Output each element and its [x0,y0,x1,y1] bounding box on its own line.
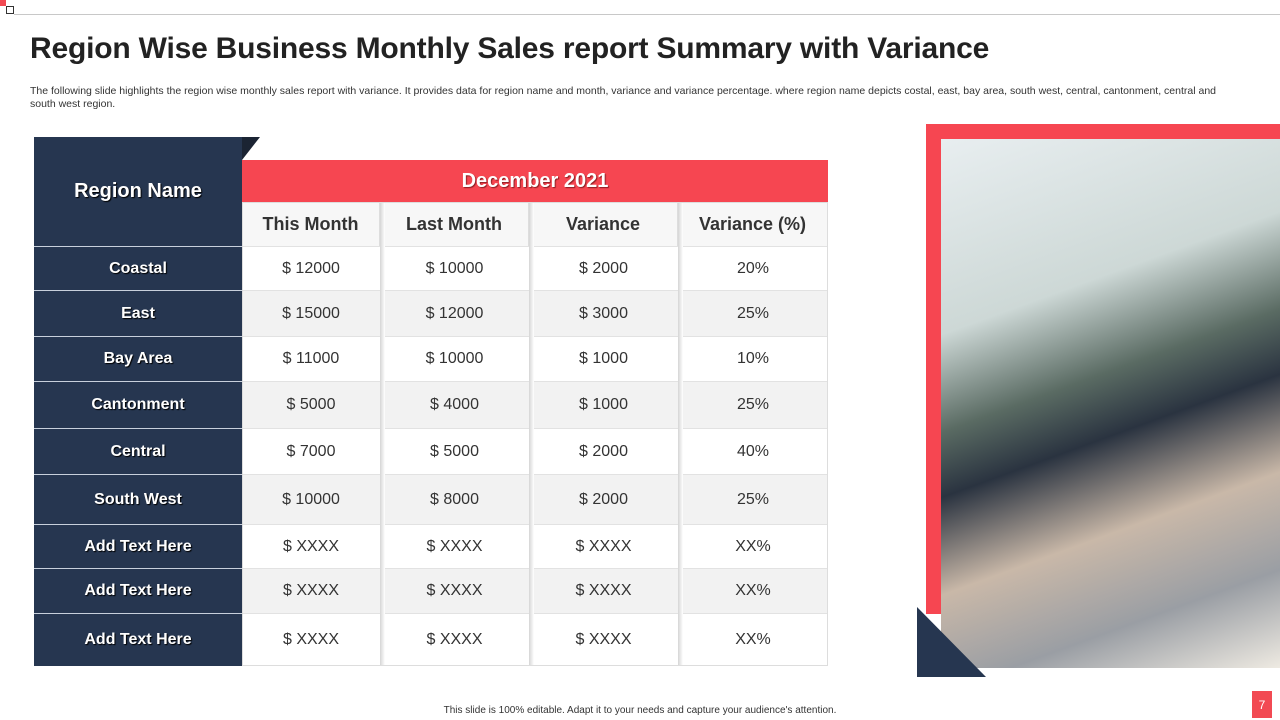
table-cell: $ XXXX [380,568,529,613]
table-cell: $ 8000 [380,474,529,524]
region-name-cell: Add Text Here [34,524,242,568]
table-cell: $ 12000 [242,246,380,290]
column-header: Variance (%) [678,202,828,246]
table-cell: $ 4000 [380,381,529,428]
table-cell: $ 2000 [529,474,678,524]
region-name-cell: Cantonment [34,381,242,428]
table-cell: XX% [678,568,828,613]
table-cell: $ XXXX [242,568,380,613]
page-title: Region Wise Business Monthly Sales repor… [30,32,990,65]
corner-handle [6,6,14,14]
region-column [34,137,242,666]
table-cell: $ 10000 [380,246,529,290]
table-cell: $ 2000 [529,428,678,474]
table-cell: 25% [678,290,828,336]
divider [14,14,1280,15]
table-cell: $ 5000 [242,381,380,428]
region-name-cell: Add Text Here [34,568,242,613]
table-cell: $ 15000 [242,290,380,336]
table-cell: $ 10000 [380,336,529,381]
table-cell: $ 1000 [529,381,678,428]
table-cell: 10% [678,336,828,381]
table-cell: $ 1000 [529,336,678,381]
corner-mark [0,0,6,6]
table-cell: $ 10000 [242,474,380,524]
column-shadow [529,202,534,666]
page-number: 7 [1252,691,1272,718]
column-shadow [380,202,385,666]
region-name-header: Region Name [74,180,202,202]
column-shadow [678,202,683,666]
region-name-cell: Coastal [34,246,242,290]
table-cell: $ 11000 [242,336,380,381]
table-cell: $ 5000 [380,428,529,474]
region-name-cell: South West [34,474,242,524]
region-name-cell: Add Text Here [34,613,242,666]
column-header: Variance [529,202,678,246]
column-header: This Month [242,202,380,246]
table-cell: 20% [678,246,828,290]
description: The following slide highlights the regio… [30,85,1216,110]
table-cell: $ XXXX [529,524,678,568]
table-cell: XX% [678,613,828,666]
fold-decoration [242,137,260,160]
table-cell: 40% [678,428,828,474]
table-cell: $ 12000 [380,290,529,336]
team-meeting-photo [941,139,1280,668]
table-cell: $ XXXX [380,524,529,568]
table-cell: $ 3000 [529,290,678,336]
region-name-cell: East [34,290,242,336]
column-header: Last Month [380,202,529,246]
period-header: December 2021 [242,160,828,202]
table-cell: $ 7000 [242,428,380,474]
table-cell: $ XXXX [242,524,380,568]
table-cell: $ XXXX [380,613,529,666]
table-cell: $ XXXX [529,613,678,666]
table-cell: $ XXXX [242,613,380,666]
table-cell: $ 2000 [529,246,678,290]
table-cell: 25% [678,381,828,428]
region-name-cell: Central [34,428,242,474]
table-cell: 25% [678,474,828,524]
footer-note: This slide is 100% editable. Adapt it to… [443,705,837,716]
table-cell: $ XXXX [529,568,678,613]
table-cell: XX% [678,524,828,568]
region-name-cell: Bay Area [34,336,242,381]
